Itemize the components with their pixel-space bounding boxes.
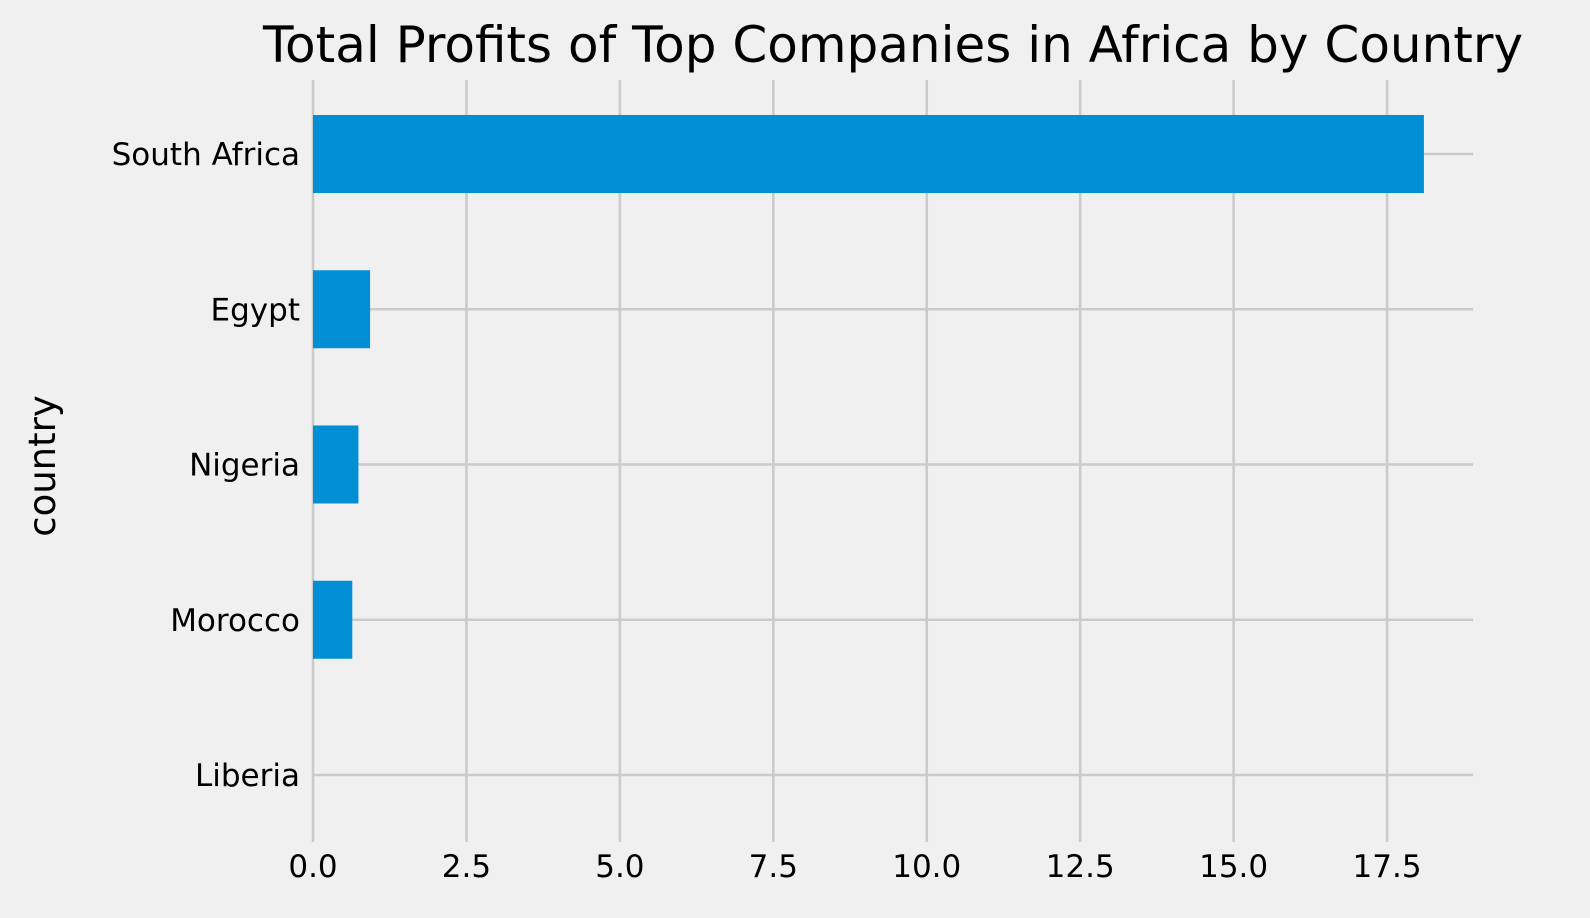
x-tick-label: 12.5 <box>1046 849 1115 885</box>
y-tick-labels: South Africa Egypt Nigeria Morocco Liberia <box>112 137 300 794</box>
x-tick-label: 7.5 <box>749 849 798 885</box>
bar-south-africa <box>313 115 1424 193</box>
x-tick-label: 5.0 <box>595 849 644 885</box>
y-tick-label: Nigeria <box>189 448 300 484</box>
x-tick-labels: 0.0 2.5 5.0 7.5 10.0 12.5 15.0 17.5 <box>288 849 1421 885</box>
bar-nigeria <box>313 425 359 504</box>
x-tick-label: 15.0 <box>1199 849 1268 885</box>
y-tick-label: South Africa <box>112 137 300 173</box>
bar-morocco <box>313 580 353 659</box>
x-tick-label: 17.5 <box>1353 849 1422 885</box>
y-tick-label: Morocco <box>170 603 300 639</box>
x-tick-label: 2.5 <box>442 849 491 885</box>
x-tick-label: 10.0 <box>892 849 961 885</box>
bars <box>313 115 1424 659</box>
y-tick-label: Egypt <box>211 292 300 328</box>
y-tick-label: Liberia <box>195 758 300 794</box>
y-axis-label: country <box>21 395 64 537</box>
grid-lines <box>311 80 1473 842</box>
x-tick-label: 0.0 <box>288 849 337 885</box>
bar-egypt <box>313 270 371 349</box>
chart-title: Total Profits of Top Companies in Africa… <box>262 16 1523 74</box>
